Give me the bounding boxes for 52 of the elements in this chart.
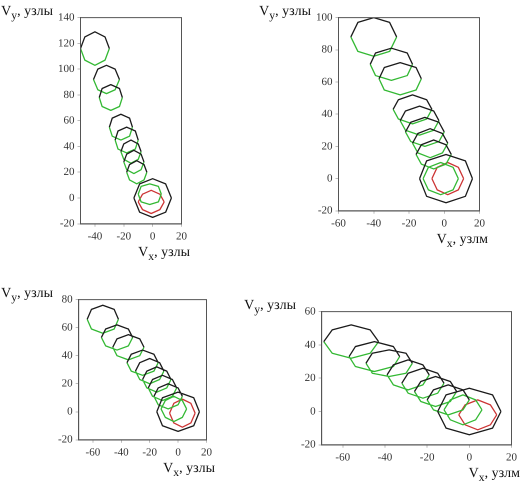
y-tick-label: 40: [62, 350, 74, 362]
y-tick-label: 120: [58, 37, 75, 50]
x-tick-label: -20: [402, 217, 417, 230]
y-tick-label: 60: [304, 305, 316, 318]
x-tick-label: -60: [335, 451, 351, 464]
x-tick-label: -20: [142, 446, 158, 458]
x-tick-label: 0: [442, 217, 448, 230]
x-tick-label: -60: [86, 446, 101, 458]
x-axis-title: V$_{x}$, узлы: [138, 245, 190, 263]
x-tick-label: -40: [88, 230, 103, 242]
y-axis-title: V$_{y}$, узлы: [1, 4, 53, 22]
y-tick-label: 20: [304, 372, 316, 384]
x-tick-label: 20: [506, 451, 518, 464]
y-tick-label: 100: [316, 11, 333, 24]
y-tick-label: 40: [64, 140, 75, 152]
y-tick-label: 100: [58, 63, 75, 76]
y-tick-label: 0: [327, 172, 333, 184]
y-tick-label: 40: [304, 338, 316, 351]
x-tick-label: 20: [201, 446, 212, 458]
x-tick-label: -40: [114, 446, 130, 458]
y-axis-title: V$_{y}$, узлы: [244, 298, 296, 316]
y-tick-label: -20: [318, 204, 333, 217]
x-axis-title: V$_{x}$, узлм: [468, 466, 520, 484]
y-tick-label: 0: [69, 192, 75, 204]
y-axis-title: V$_{y}$, узлы: [1, 286, 53, 304]
x-axis-title: V$_{x}$, узлы: [163, 461, 215, 479]
x-axis-title: V$_{x}$, узлм: [436, 232, 488, 250]
x-tick-label: -20: [116, 230, 132, 242]
y-tick-label: 80: [64, 88, 75, 101]
y-tick-label: 80: [62, 293, 74, 306]
x-tick-label: 0: [175, 446, 182, 458]
y-tick-label: 20: [322, 140, 333, 152]
y-axis-title: V$_{y}$, узлы: [259, 4, 311, 22]
y-tick-label: 0: [67, 406, 74, 418]
x-tick-label: 20: [176, 230, 188, 242]
x-tick-label: 0: [150, 230, 156, 242]
y-tick-label: -20: [58, 434, 74, 446]
y-tick-label: 60: [322, 76, 333, 88]
y-tick-label: 20: [62, 378, 74, 390]
y-tick-label: 0: [310, 405, 316, 418]
x-tick-label: 0: [466, 451, 473, 464]
x-tick-label: -20: [420, 451, 435, 464]
x-tick-label: -40: [366, 217, 382, 230]
y-tick-label: 60: [64, 114, 75, 127]
x-tick-label: 20: [474, 217, 486, 230]
y-tick-label: 20: [64, 166, 75, 178]
y-tick-label: 60: [62, 322, 74, 334]
x-tick-label: -40: [378, 451, 393, 464]
y-tick-label: 140: [58, 11, 75, 24]
y-tick-label: 80: [322, 44, 333, 56]
y-tick-label: 40: [322, 108, 333, 120]
x-tick-label: -60: [331, 217, 346, 230]
